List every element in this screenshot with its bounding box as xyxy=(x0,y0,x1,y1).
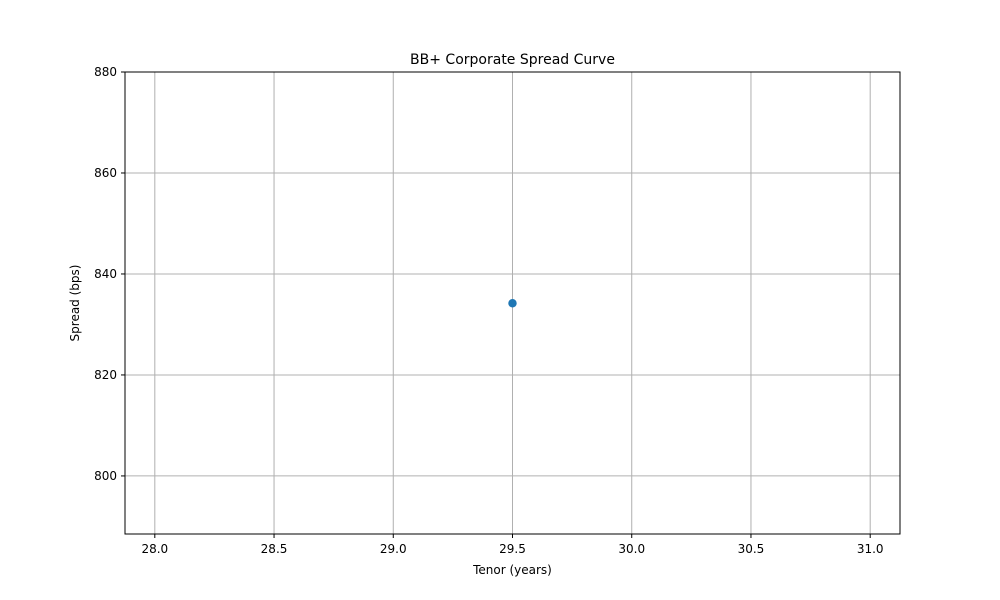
x-tick-label: 28.5 xyxy=(261,542,288,556)
chart-title: BB+ Corporate Spread Curve xyxy=(410,52,615,68)
x-tick-label: 29.0 xyxy=(380,542,407,556)
x-tick-label: 28.0 xyxy=(141,542,168,556)
y-tick-label: 800 xyxy=(94,469,117,483)
x-axis-label: Tenor (years) xyxy=(472,563,552,577)
data-point xyxy=(508,299,517,308)
y-tick-label: 820 xyxy=(94,368,117,382)
x-tick-label: 31.0 xyxy=(857,542,884,556)
y-tick-label: 860 xyxy=(94,166,117,180)
y-tick-label: 840 xyxy=(94,267,117,281)
points-layer xyxy=(508,299,517,308)
x-tick-label: 29.5 xyxy=(499,542,526,556)
y-tick-label: 880 xyxy=(94,65,117,79)
x-tick-label: 30.5 xyxy=(738,542,765,556)
x-tick-label: 30.0 xyxy=(618,542,645,556)
y-axis-label: Spread (bps) xyxy=(68,265,82,342)
ticks-layer: 28.0 28.5 29.0 29.5 30.0 30.5 31.0 800 820 840 860… xyxy=(94,65,883,556)
